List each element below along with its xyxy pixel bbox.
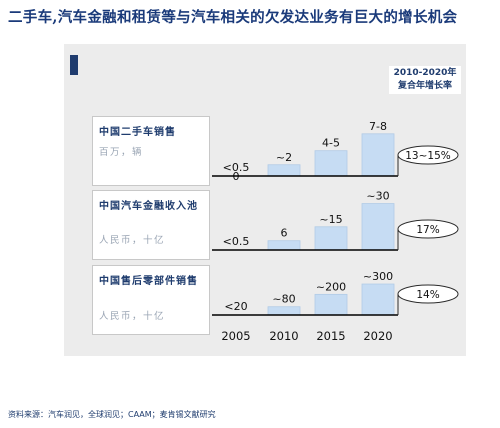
bar (267, 306, 301, 316)
value-label: <0.5 (223, 161, 250, 174)
row-title: 中国售后零部件销售 (99, 276, 198, 287)
row-unit: 百万，辆 (99, 147, 144, 158)
section-marker (70, 55, 78, 75)
cagr-oval (397, 145, 459, 165)
row-title: 中国二手车销售 (99, 127, 176, 138)
bar (267, 164, 301, 177)
cagr-header-period: 2010-2020年 (393, 68, 457, 78)
auto-finance-row-box: 中国汽车金融收入池 人民币，十亿 (92, 190, 210, 260)
value-label: ~80 (272, 293, 295, 306)
x-tick-label: 2005 (221, 329, 250, 343)
bar (314, 293, 348, 316)
value-label: ~15 (319, 213, 342, 226)
bar (361, 133, 395, 177)
bar (361, 283, 395, 316)
cagr-label: 13~15% (405, 150, 451, 162)
bar (314, 150, 348, 177)
row-title: 中国汽车金融收入池 (99, 201, 198, 212)
x-tick-label: 2020 (363, 329, 392, 343)
row-unit: 人民币，十亿 (99, 235, 166, 246)
value-label: ~2 (276, 151, 292, 164)
page-title: 二手车,汽车金融和租赁等与汽车相关的欠发达业务有巨大的增长机会 (8, 9, 458, 26)
source-note: 资料来源：汽车润见，全球润见；CAAM；麦肯锡文献研究 (8, 410, 216, 419)
aftermarket-parts-row-box: 中国售后零部件销售 人民币，十亿 (92, 265, 210, 335)
value-label: 4-5 (322, 137, 340, 150)
row-unit: 人民币，十亿 (99, 311, 166, 322)
value-label: 6 (281, 227, 288, 240)
value-label: ~200 (316, 280, 346, 293)
cagr-oval (397, 219, 459, 239)
bar (361, 203, 395, 251)
bar (314, 226, 348, 251)
cagr-label: 14% (416, 289, 439, 301)
bar (267, 240, 301, 251)
used-car-row-box: 中国二手车销售 百万，辆 (92, 116, 210, 186)
value-label: ~30 (366, 190, 389, 203)
value-label: ~300 (363, 270, 393, 283)
cagr-oval (397, 284, 459, 304)
value-label: <0.5 (223, 235, 250, 248)
x-tick-label: 2010 (269, 329, 298, 343)
cagr-header-label: 复合年增长率 (397, 81, 452, 91)
cagr-header: 2010-2020年 复合年增长率 (389, 66, 461, 94)
value-label: 7-8 (369, 120, 387, 133)
x-tick-label: 2015 (316, 329, 345, 343)
cagr-label: 17% (416, 224, 439, 236)
value-label: <20 (224, 300, 247, 313)
